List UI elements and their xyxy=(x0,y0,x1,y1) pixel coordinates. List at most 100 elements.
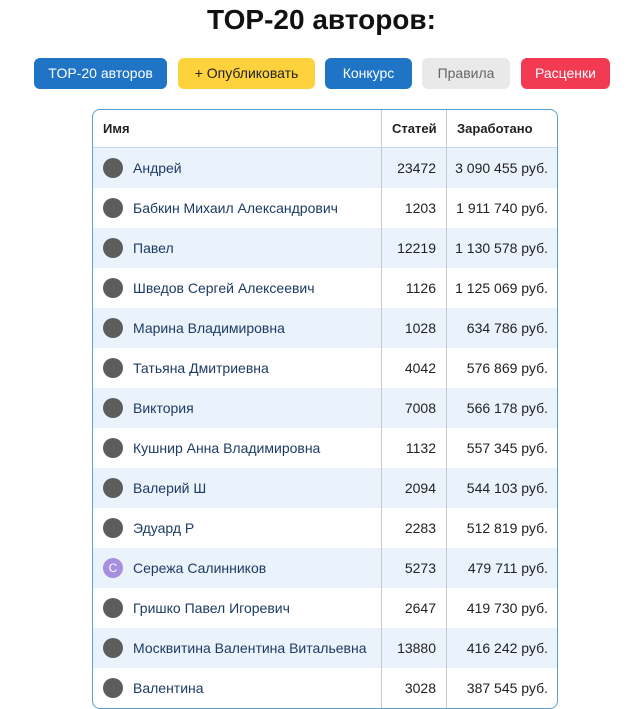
earned-amount: 1 125 069 руб. xyxy=(455,280,548,296)
earned-amount: 479 711 руб. xyxy=(467,560,548,576)
earned-cell: 557 345 руб. xyxy=(446,428,557,468)
articles-cell: 5273 xyxy=(381,548,446,588)
page-title: TOP-20 авторов: xyxy=(207,4,436,35)
articles-count: 1028 xyxy=(404,320,436,336)
table-row: Валерий Ш 2094 544 103 руб. xyxy=(93,468,557,508)
nav-button[interactable]: Расценки xyxy=(521,58,610,89)
author-name[interactable]: Кушнир Анна Владимировна xyxy=(133,440,321,456)
table-row: Марина Владимировна 1028 634 786 руб. xyxy=(93,308,557,348)
articles-cell: 13880 xyxy=(381,628,446,668)
name-cell: Эдуард Р xyxy=(103,508,379,548)
avatar xyxy=(103,238,123,258)
table-row: Гришко Павел Игоревич 2647 419 730 руб. xyxy=(93,588,557,628)
nav-button[interactable]: Правила xyxy=(422,58,510,89)
avatar xyxy=(103,678,123,698)
author-name[interactable]: Шведов Сергей Алексеевич xyxy=(133,280,315,296)
articles-count: 5273 xyxy=(404,560,436,576)
name-cell: Павел xyxy=(103,228,379,268)
column-header: Имя xyxy=(103,121,130,136)
author-name[interactable]: Эдуард Р xyxy=(133,520,195,536)
table-row: Павел 12219 1 130 578 руб. xyxy=(93,228,557,268)
articles-count: 4042 xyxy=(404,360,436,376)
articles-count: 7008 xyxy=(404,400,436,416)
articles-count: 2094 xyxy=(404,480,436,496)
avatar xyxy=(103,318,123,338)
earned-cell: 512 819 руб. xyxy=(446,508,557,548)
articles-count: 13880 xyxy=(397,640,436,656)
table-row: Шведов Сергей Алексеевич 1126 1 125 069 ру… xyxy=(93,268,557,308)
earned-cell: 634 786 руб. xyxy=(446,308,557,348)
name-cell: Андрей xyxy=(103,148,379,188)
earned-cell: 3 090 455 руб. xyxy=(446,148,557,188)
avatar xyxy=(103,638,123,658)
table-row: С Сережа Салинников 5273 479 711 руб. xyxy=(93,548,557,588)
avatar xyxy=(103,398,123,418)
author-name[interactable]: Сережа Салинников xyxy=(133,560,267,576)
earned-amount: 512 819 руб. xyxy=(466,520,548,536)
earned-amount: 419 730 руб. xyxy=(466,600,548,616)
earned-amount: 557 345 руб. xyxy=(466,440,548,456)
avatar xyxy=(103,198,123,218)
author-name[interactable]: Бабкин Михаил Александрович xyxy=(133,200,338,216)
articles-cell: 1132 xyxy=(381,428,446,468)
author-name[interactable]: Татьяна Дмитриевна xyxy=(133,360,269,376)
nav-button[interactable]: TOP-20 авторов xyxy=(34,58,167,89)
nav-button[interactable]: + Опубликовать xyxy=(178,58,315,89)
table-header: Имя Статей Заработано xyxy=(93,110,557,148)
author-name[interactable]: Валентина xyxy=(133,680,204,696)
earned-cell: 416 242 руб. xyxy=(446,628,557,668)
articles-count: 2283 xyxy=(404,520,436,536)
articles-cell: 23472 xyxy=(381,148,446,188)
earned-cell: 1 125 069 руб. xyxy=(446,268,557,308)
author-name[interactable]: Павел xyxy=(133,240,174,256)
author-name[interactable]: Гришко Павел Игоревич xyxy=(133,600,290,616)
earned-amount: 1 130 578 руб. xyxy=(455,240,548,256)
name-cell: Виктория xyxy=(103,388,379,428)
column-header: Заработано xyxy=(446,110,557,147)
author-name[interactable]: Андрей xyxy=(133,160,182,176)
name-cell: Кушнир Анна Владимировна xyxy=(103,428,379,468)
articles-cell: 3028 xyxy=(381,668,446,708)
earned-cell: 1 130 578 руб. xyxy=(446,228,557,268)
articles-cell: 2647 xyxy=(381,588,446,628)
name-cell: С Сережа Салинников xyxy=(103,548,379,588)
author-name[interactable]: Москвитина Валентина Витальевна xyxy=(133,640,367,656)
earned-amount: 387 545 руб. xyxy=(466,680,548,696)
articles-count: 23472 xyxy=(397,160,436,176)
earned-amount: 544 103 руб. xyxy=(466,480,548,496)
table-row: Виктория 7008 566 178 руб. xyxy=(93,388,557,428)
articles-count: 3028 xyxy=(404,680,436,696)
avatar: С xyxy=(103,558,123,578)
earned-cell: 544 103 руб. xyxy=(446,468,557,508)
earned-cell: 387 545 руб. xyxy=(446,668,557,708)
earned-amount: 576 869 руб. xyxy=(466,360,548,376)
articles-cell: 1126 xyxy=(381,268,446,308)
name-cell: Валентина xyxy=(103,668,379,708)
articles-cell: 2094 xyxy=(381,468,446,508)
articles-cell: 4042 xyxy=(381,348,446,388)
articles-count: 2647 xyxy=(404,600,436,616)
nav-button[interactable]: Конкурс xyxy=(325,58,412,89)
avatar xyxy=(103,438,123,458)
earned-cell: 576 869 руб. xyxy=(446,348,557,388)
column-header: Статей xyxy=(381,110,446,147)
articles-cell: 1028 xyxy=(381,308,446,348)
earned-cell: 419 730 руб. xyxy=(446,588,557,628)
earned-amount: 1 911 740 руб. xyxy=(456,200,548,216)
earned-amount: 634 786 руб. xyxy=(466,320,548,336)
earned-amount: 416 242 руб. xyxy=(466,640,548,656)
name-cell: Москвитина Валентина Витальевна xyxy=(103,628,379,668)
avatar xyxy=(103,278,123,298)
articles-count: 12219 xyxy=(397,240,436,256)
articles-count: 1203 xyxy=(404,200,436,216)
earned-amount: 3 090 455 руб. xyxy=(455,160,548,176)
earned-cell: 479 711 руб. xyxy=(446,548,557,588)
avatar xyxy=(103,518,123,538)
author-name[interactable]: Виктория xyxy=(133,400,194,416)
articles-cell: 1203 xyxy=(381,188,446,228)
articles-cell: 7008 xyxy=(381,388,446,428)
author-name[interactable]: Валерий Ш xyxy=(133,480,207,496)
table-row: Кушнир Анна Владимировна 1132 557 345 руб. xyxy=(93,428,557,468)
author-name[interactable]: Марина Владимировна xyxy=(133,320,285,336)
